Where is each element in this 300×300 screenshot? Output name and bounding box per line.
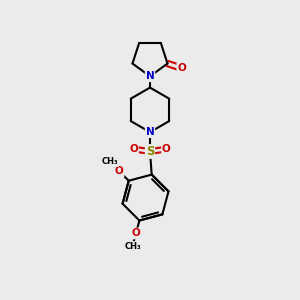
Text: O: O bbox=[177, 63, 186, 73]
Text: O: O bbox=[115, 166, 124, 176]
Text: O: O bbox=[129, 144, 138, 154]
Text: O: O bbox=[132, 228, 140, 239]
Text: CH₃: CH₃ bbox=[124, 242, 141, 251]
Text: S: S bbox=[146, 145, 154, 158]
Text: N: N bbox=[146, 127, 154, 137]
Text: CH₃: CH₃ bbox=[101, 157, 118, 166]
Text: O: O bbox=[162, 144, 171, 154]
Text: N: N bbox=[146, 71, 154, 81]
